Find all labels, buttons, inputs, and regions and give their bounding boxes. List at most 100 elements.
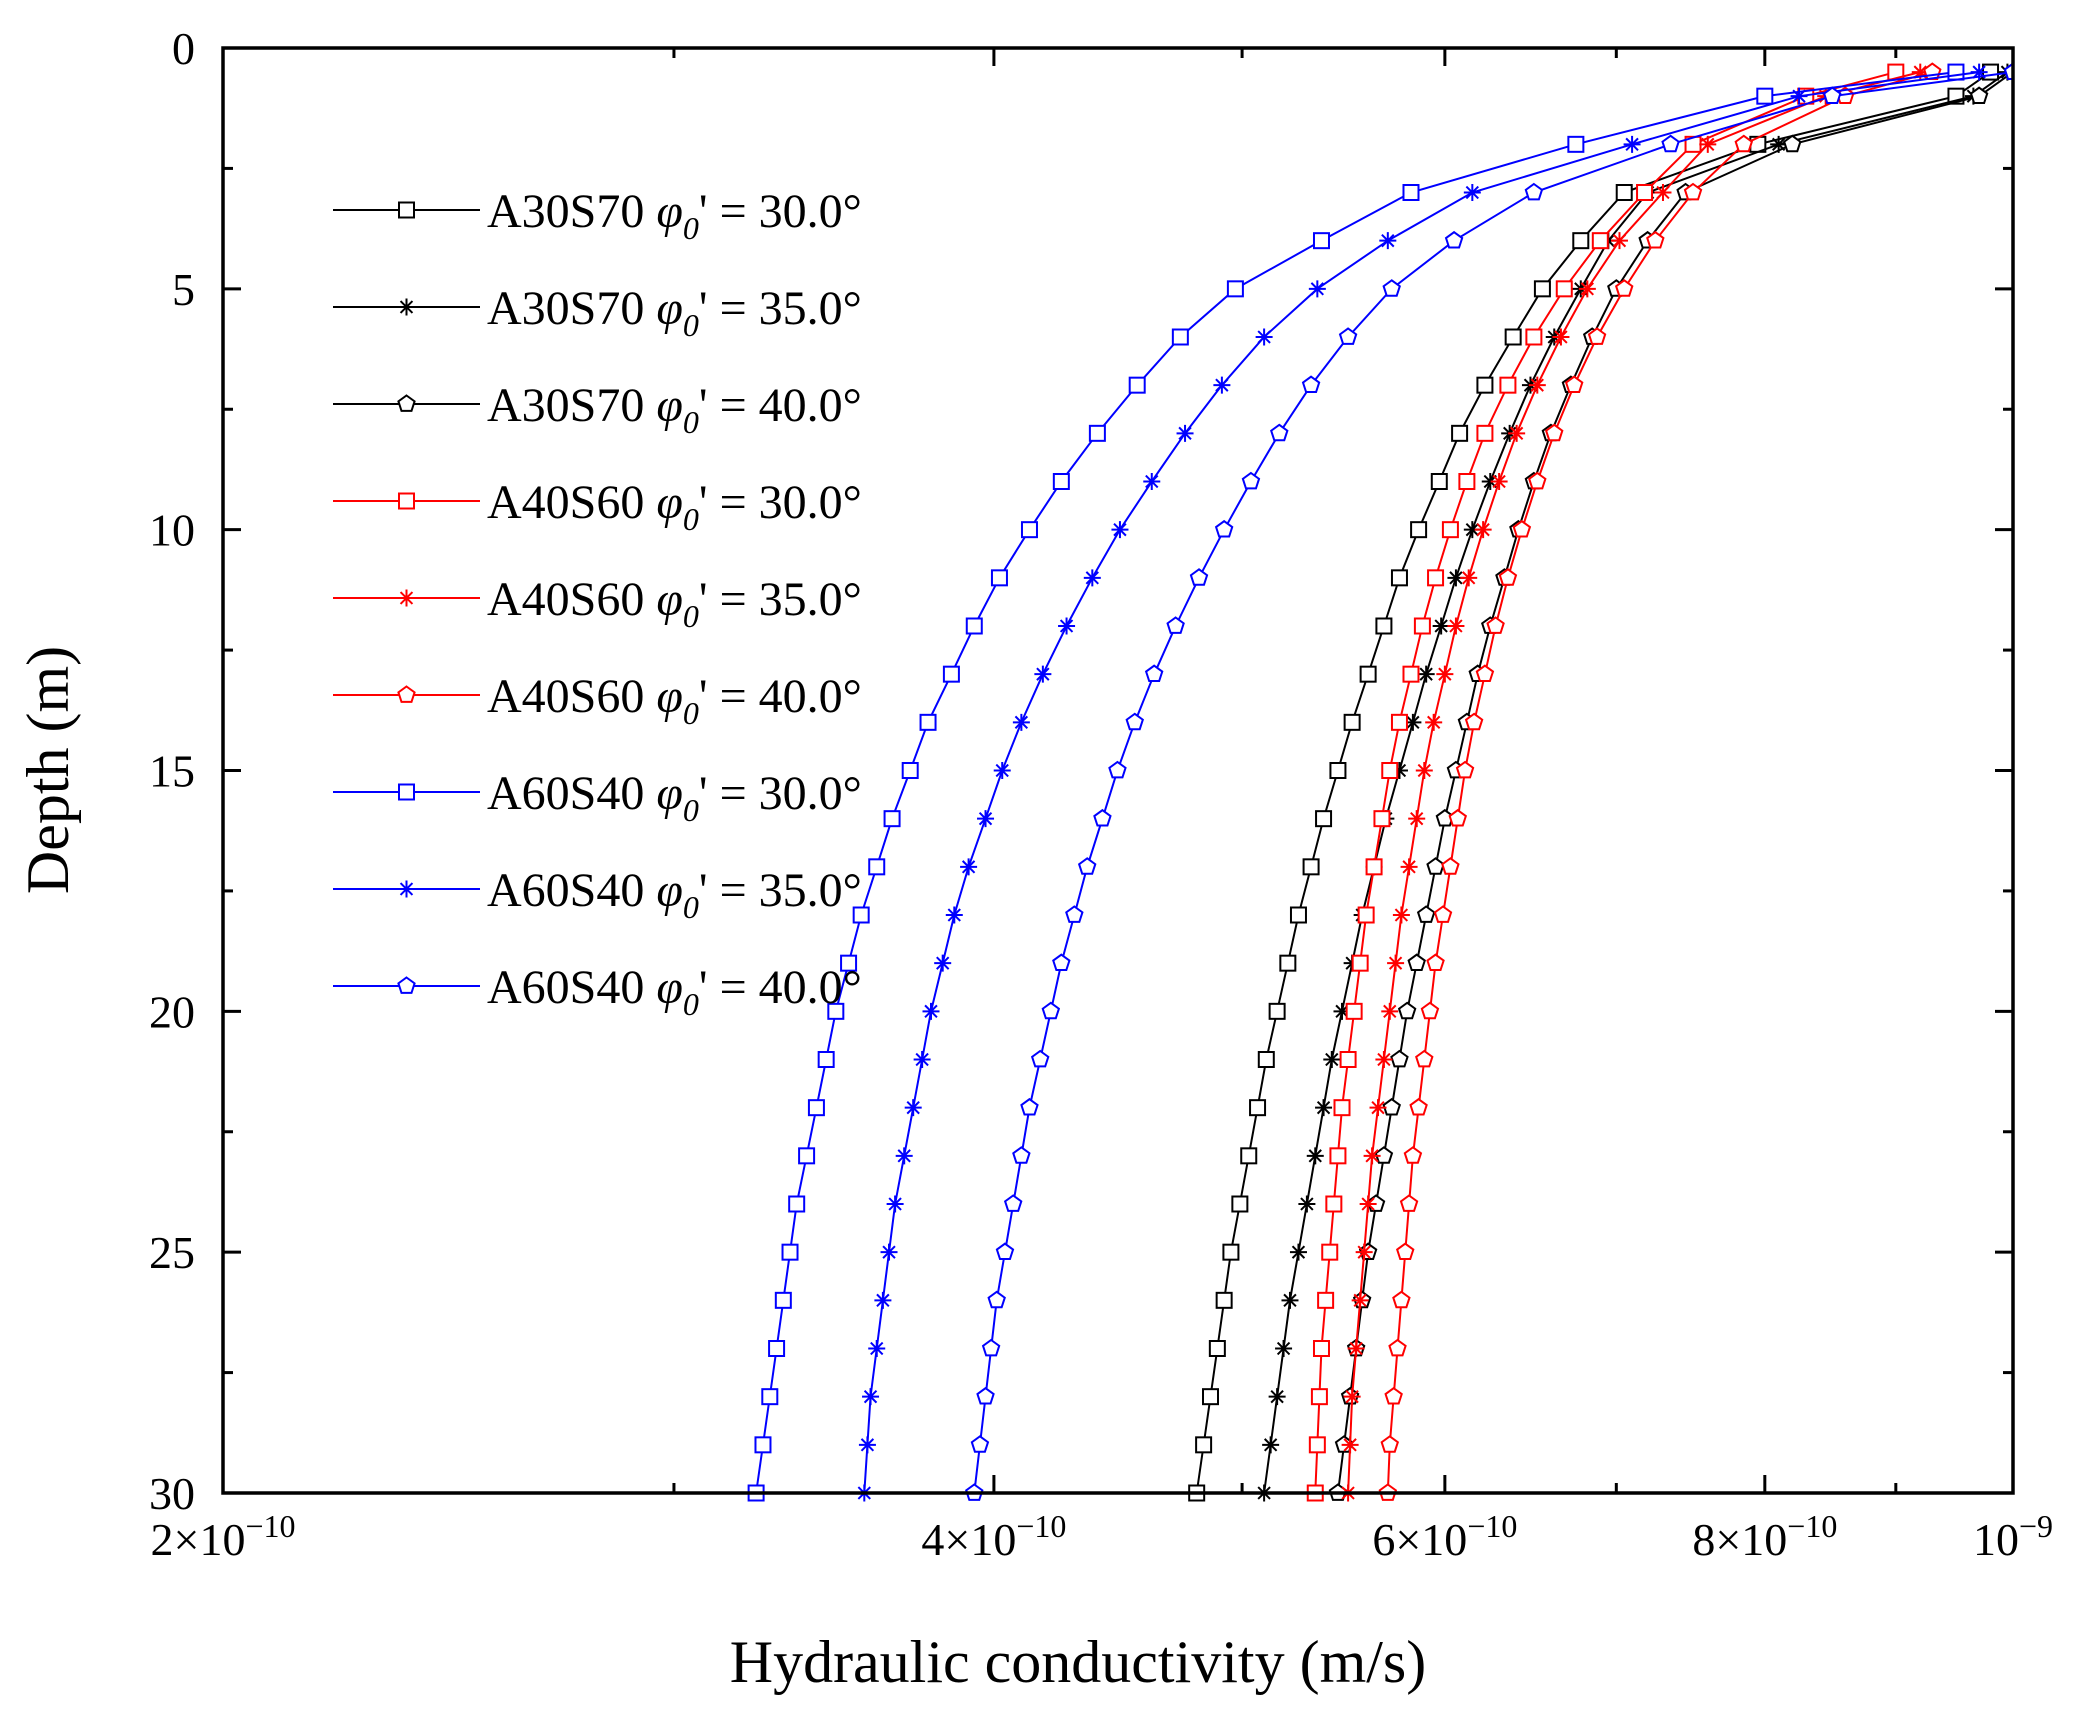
data-point [883,810,901,828]
legend-marker [398,783,415,801]
data-point [1088,424,1106,442]
data-point [1052,953,1071,972]
data-point [1420,1001,1440,1020]
data-point [1636,184,1654,201]
data-point [1030,1049,1050,1068]
data-point [1240,1147,1258,1165]
data-point [1128,376,1146,394]
data-point [1447,569,1465,587]
data-point [1381,762,1399,779]
data-point [1409,1097,1428,1116]
data-point [774,1291,792,1309]
data-point [1415,762,1433,779]
legend-entry: A40S60 φ0' = 30.0° [333,476,862,537]
data-point [904,1099,922,1117]
legend-label: A40S60 φ0' = 35.0° [487,573,862,634]
data-point [1257,1051,1275,1068]
data-point [1351,1291,1369,1309]
data-point [1355,1243,1373,1261]
data-point [1315,810,1333,828]
data-point [1433,905,1453,923]
data-point [1417,665,1435,683]
data-point [788,1195,806,1213]
legend-entry: A60S40 φ0' = 30.0° [333,767,862,828]
data-point [1143,473,1161,490]
data-point [1202,1388,1220,1406]
x-tick-label: 8×10−10 [1692,1508,1837,1565]
data-point [934,954,952,972]
data-point [1315,1099,1333,1117]
data-point [1481,473,1499,490]
data-point [1390,1049,1409,1068]
data-point [1347,1340,1365,1357]
data-point [1083,569,1101,587]
data-point [1208,1340,1226,1357]
data-point [1012,1146,1031,1164]
data-point [1683,182,1703,201]
data-point [1404,713,1422,731]
legend-marker [397,394,416,412]
data-point [1552,328,1570,346]
data-point [919,713,937,731]
data-point [1392,906,1410,924]
data-point [1646,230,1665,249]
data-point [858,1436,876,1454]
data-point [1476,424,1494,442]
data-point [1756,87,1774,105]
data-point [1341,1436,1359,1454]
data-point [1171,328,1189,346]
data-point [1241,471,1261,490]
data-point [1373,810,1391,828]
data-point [1610,232,1628,250]
data-point [1333,1099,1351,1117]
data-point [1343,713,1361,731]
data-point [976,1386,995,1405]
data-point [1525,328,1543,346]
data-point [1578,280,1596,298]
data-point [1654,184,1672,201]
data-point [1408,810,1426,828]
data-point [1329,1147,1347,1165]
data-point [1034,665,1052,683]
y-tick-label: 5 [172,264,195,315]
data-point [1375,1051,1393,1068]
data-point [1512,519,1532,538]
data-point [1380,1435,1400,1453]
data-point [868,1340,886,1357]
data-point [1444,230,1464,249]
data-point [1312,1340,1330,1357]
data-point [1564,375,1584,394]
data-point [1464,712,1484,731]
data-point [862,1388,880,1406]
data-point [1195,1436,1213,1454]
data-point [768,1340,786,1357]
legend-label: A30S70 φ0' = 40.0° [487,379,862,440]
data-point [1012,713,1030,731]
data-point [1381,1002,1399,1020]
legend-entry: A30S70 φ0' = 40.0° [333,379,862,440]
data-point [1268,1002,1286,1020]
data-point [1432,617,1450,635]
data-point [1310,1388,1328,1406]
data-point [2003,62,2013,80]
data-point [874,1291,892,1309]
data-point [1415,1049,1434,1068]
data-point [1382,1097,1401,1116]
x-tick-label: 6×10−10 [1372,1508,1517,1565]
legend-entry: A30S70 φ0' = 35.0° [333,282,862,343]
data-point [945,906,963,924]
data-point [1615,184,1633,201]
legend-label: A60S40 φ0' = 30.0° [487,767,862,828]
data-point [1416,905,1436,923]
data-point [1388,1338,1407,1357]
data-point [1572,232,1590,250]
data-point [868,858,886,876]
data-point [1262,1436,1280,1454]
data-point [1451,424,1469,442]
data-point [1970,63,1988,81]
data-point [1460,569,1478,587]
data-point [1279,954,1297,972]
legend-entry: A30S70 φ0' = 30.0° [333,185,862,246]
data-point [1125,712,1145,731]
data-point [807,1099,825,1117]
